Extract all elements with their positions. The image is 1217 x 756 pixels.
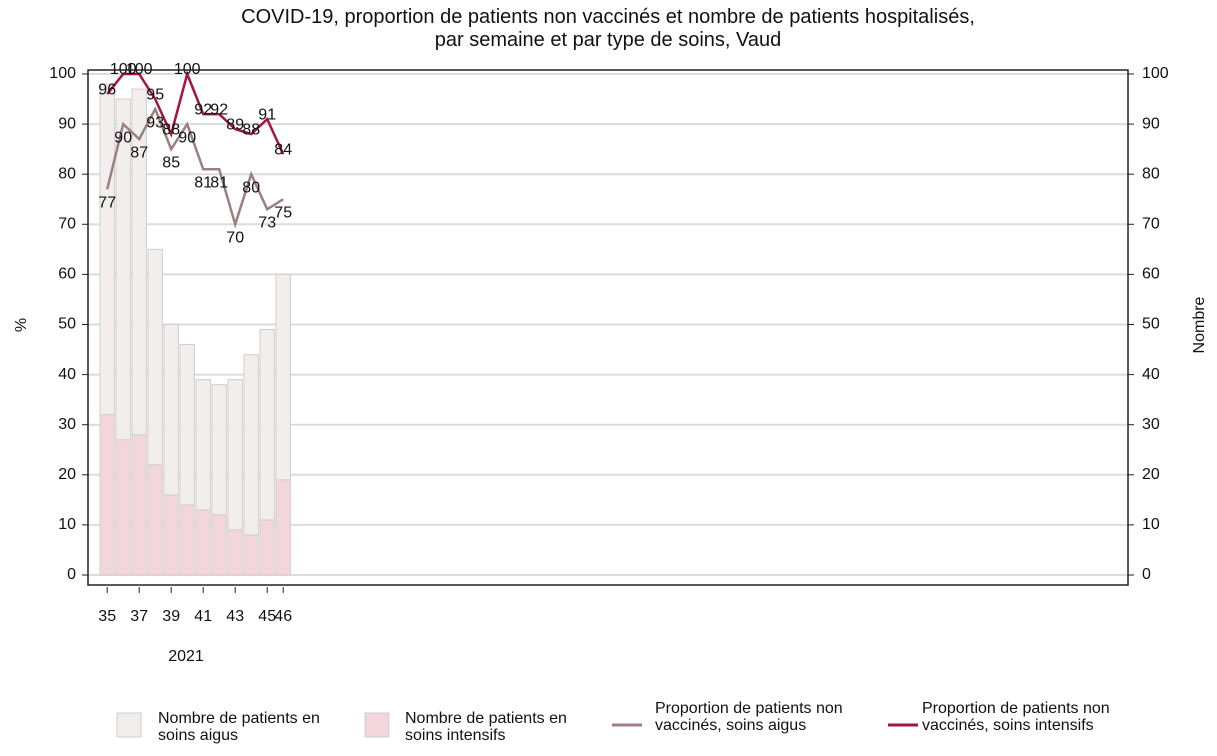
data-label: 90 [114, 129, 132, 146]
data-label: 92 [210, 101, 228, 118]
x-tick-label: 35 [98, 608, 116, 625]
data-label: 89 [226, 116, 244, 133]
legend-swatch [364, 712, 390, 738]
chart-title: COVID-19, proportion de patients non vac… [241, 6, 975, 51]
x-tick-label: 39 [162, 608, 180, 625]
data-label: 80 [242, 179, 260, 196]
data-label: 90 [178, 129, 196, 146]
y2-tick-label: 20 [1142, 466, 1160, 483]
y-tick-label: 60 [58, 266, 76, 283]
bar [227, 379, 243, 531]
data-label: 81 [194, 174, 212, 191]
y-tick-label: 40 [58, 366, 76, 383]
data-label: 84 [274, 141, 292, 158]
data-label: 88 [162, 121, 180, 138]
bar [163, 494, 179, 576]
y-tick-label: 50 [58, 316, 76, 333]
data-label: 88 [242, 121, 260, 138]
y2-tick-label: 0 [1142, 566, 1151, 583]
y-axis-label: % [13, 318, 30, 332]
y-tick-label: 30 [58, 416, 76, 433]
bar [147, 464, 163, 576]
bar [163, 324, 179, 496]
data-label: 96 [98, 81, 116, 98]
data-label: 87 [130, 144, 148, 161]
bar [115, 98, 131, 441]
y2-tick-label: 80 [1142, 165, 1160, 182]
y-tick-label: 20 [58, 466, 76, 483]
y2-tick-label: 50 [1142, 316, 1160, 333]
legend-swatch [116, 712, 142, 738]
y-tick-label: 100 [49, 65, 76, 82]
y-tick-label: 90 [58, 115, 76, 132]
data-label: 85 [162, 154, 180, 171]
x-tick-label: 41 [194, 608, 212, 625]
y2-tick-label: 100 [1142, 65, 1169, 82]
y2-tick-label: 70 [1142, 216, 1160, 233]
x-tick-label: 45 [258, 608, 276, 625]
line [105, 106, 284, 229]
data-label: 91 [258, 106, 276, 123]
bar [115, 439, 131, 576]
data-label: 77 [98, 194, 116, 211]
bar [275, 479, 291, 576]
data-label: 95 [146, 86, 164, 103]
bar [211, 514, 227, 576]
bar [195, 379, 211, 511]
x-axis-label: 2021 [168, 648, 204, 665]
line [106, 70, 285, 155]
bar [211, 384, 227, 516]
y2-tick-label: 90 [1142, 115, 1160, 132]
bar [275, 273, 291, 481]
y2-tick-label: 10 [1142, 516, 1160, 533]
data-label: 81 [210, 174, 228, 191]
y-tick-label: 80 [58, 165, 76, 182]
data-label: 93 [146, 114, 164, 131]
data-label: 92 [194, 101, 212, 118]
legend-label: Proportion de patients non vaccinés, soi… [922, 700, 1110, 734]
y2-axis-label: Nombre [1191, 296, 1208, 353]
bar [131, 88, 147, 436]
data-label: 73 [258, 214, 276, 231]
bar [131, 434, 147, 576]
plot-frame [87, 69, 1129, 586]
data-label: 75 [274, 204, 292, 221]
y2-tick-label: 60 [1142, 266, 1160, 283]
data-label: 70 [226, 230, 244, 247]
bar [243, 534, 259, 576]
y-tick-label: 0 [67, 566, 76, 583]
bar [227, 529, 243, 576]
y-tick-label: 70 [58, 216, 76, 233]
bar [259, 329, 275, 521]
legend-label: Nombre de patients en soins intensifs [405, 710, 567, 744]
y2-tick-label: 40 [1142, 366, 1160, 383]
bar [99, 83, 115, 416]
x-tick-label: 46 [274, 608, 292, 625]
bar [99, 414, 115, 576]
bar [179, 504, 195, 576]
legend-label: Nombre de patients en soins aigus [158, 710, 320, 744]
legend-label: Proportion de patients non vaccinés, soi… [655, 700, 843, 734]
x-tick-label: 37 [130, 608, 148, 625]
y-tick-label: 10 [58, 516, 76, 533]
bar [179, 344, 195, 506]
bar [259, 519, 275, 576]
bar [195, 509, 211, 576]
bar [147, 248, 163, 466]
bar [243, 354, 259, 536]
x-tick-label: 43 [226, 608, 244, 625]
y2-tick-label: 30 [1142, 416, 1160, 433]
